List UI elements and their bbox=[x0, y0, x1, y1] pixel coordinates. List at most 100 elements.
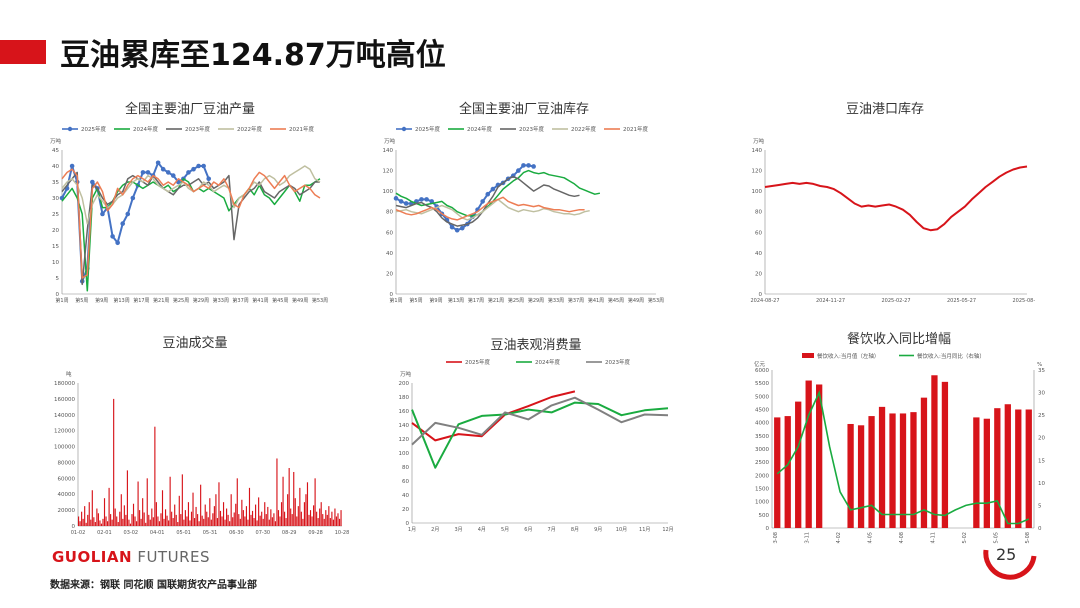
volume-bar bbox=[160, 513, 162, 526]
x-tick-label: 第13周 bbox=[113, 297, 129, 304]
y-left-tick-label: 1000 bbox=[755, 500, 769, 506]
y-tick-label: 20 bbox=[402, 507, 409, 513]
x-tick-label: 2025-08-27 bbox=[1012, 298, 1035, 304]
y-tick-label: 200 bbox=[399, 381, 410, 387]
volume-bar bbox=[313, 505, 315, 526]
volume-bar bbox=[233, 512, 235, 526]
y-tick-label: 100000 bbox=[54, 445, 75, 451]
catering-bar bbox=[847, 423, 854, 528]
x-tick-label: 第9周 bbox=[95, 297, 108, 304]
y-tick-label: 100 bbox=[752, 189, 763, 195]
chart-inventory-svg: 020406080100120140第1周 第5周 第9周 第13周 第17周 第21周第… bbox=[383, 125, 665, 304]
x-tick-label: 第33周 bbox=[213, 297, 229, 304]
data-point bbox=[110, 234, 115, 239]
catering-bar bbox=[983, 418, 990, 528]
volume-bar bbox=[332, 519, 334, 526]
volume-bar bbox=[338, 518, 341, 526]
series-line bbox=[395, 175, 580, 227]
unit-left-label: 亿元 bbox=[754, 360, 766, 368]
y-tick-label: 40000 bbox=[58, 492, 76, 498]
volume-bar bbox=[320, 502, 322, 526]
volume-bar bbox=[94, 522, 96, 526]
y-tick-label: 80 bbox=[755, 210, 762, 216]
volume-bar bbox=[206, 511, 208, 526]
yoy-line bbox=[776, 390, 1030, 525]
volume-bar bbox=[226, 508, 228, 526]
y-tick-label: 160 bbox=[399, 409, 410, 415]
x-tick-label: 第1周 bbox=[389, 297, 402, 304]
data-point bbox=[480, 199, 485, 204]
volume-bar bbox=[197, 514, 199, 526]
volume-bar bbox=[308, 514, 310, 526]
volume-bar bbox=[322, 514, 324, 526]
page-corner-arc bbox=[983, 549, 1037, 580]
x-tick-label: 10-28 bbox=[335, 530, 350, 536]
y-tick-label: 40 bbox=[386, 251, 393, 257]
series-line bbox=[61, 178, 321, 292]
volume-bar bbox=[78, 516, 80, 526]
chart-port: 豆油港口库存 0 20 40 60 80 100 120 140 2024-08-27 2024-… bbox=[735, 92, 1035, 314]
y-tick-label: 100 bbox=[383, 189, 394, 195]
x-tick-label: 第25周 bbox=[173, 297, 189, 304]
volume-bar bbox=[264, 502, 266, 526]
y-tick-label: 80 bbox=[402, 465, 409, 471]
volume-bar bbox=[132, 503, 135, 526]
volume-bar bbox=[151, 508, 153, 526]
logo-brand: GUOLIAN bbox=[52, 548, 133, 566]
x-tick-label: 第21周 bbox=[153, 297, 169, 304]
data-point bbox=[526, 163, 531, 168]
volume-bar bbox=[128, 519, 130, 526]
volume-bar bbox=[306, 482, 309, 526]
volume-bar bbox=[172, 518, 174, 526]
data-point bbox=[393, 196, 399, 201]
legend-label: 2025年度 bbox=[415, 125, 440, 133]
x-tick-label: 11月 bbox=[639, 527, 650, 533]
x-tick-label: 第5周 bbox=[75, 297, 88, 304]
catering-bar bbox=[774, 417, 781, 528]
volume-bar bbox=[218, 482, 220, 526]
y-tick-label: 140 bbox=[752, 148, 763, 154]
volume-bar bbox=[259, 515, 261, 526]
volume-bar bbox=[180, 514, 182, 526]
volume-bar bbox=[311, 516, 313, 526]
volume-bar bbox=[96, 508, 98, 526]
volume-bar bbox=[91, 490, 93, 526]
logo-word: FUTURES bbox=[137, 548, 210, 566]
legend-marker bbox=[67, 126, 73, 132]
y-left-tick-label: 1500 bbox=[755, 487, 769, 493]
data-point bbox=[90, 179, 95, 185]
volume-bar bbox=[183, 519, 185, 526]
volume-bar bbox=[329, 518, 331, 526]
y-tick-label: 10 bbox=[52, 260, 59, 266]
volume-bar bbox=[111, 519, 113, 526]
x-tick-label: 12月 bbox=[662, 527, 673, 533]
legend-label: 2022年度 bbox=[571, 125, 596, 133]
chart-title: 豆油港口库存 bbox=[845, 102, 924, 117]
y-right-tick-label: 0 bbox=[1038, 526, 1042, 532]
y-tick-label: 20 bbox=[52, 228, 59, 234]
legend-label: 2023年度 bbox=[185, 125, 210, 133]
x-tick-label: 第49周 bbox=[292, 297, 308, 304]
volume-bar bbox=[337, 513, 339, 526]
volume-bar bbox=[139, 510, 141, 526]
volume-bar bbox=[285, 518, 287, 526]
x-tick-label: 2025-05-27 bbox=[947, 298, 976, 304]
x-tick-label: 02-01 bbox=[97, 530, 112, 536]
volume-bar bbox=[279, 516, 281, 526]
data-point bbox=[449, 224, 455, 230]
volume-bar bbox=[209, 498, 211, 526]
volume-bar bbox=[299, 487, 301, 526]
legend-label: 2023年度 bbox=[519, 125, 544, 133]
volume-bar bbox=[284, 511, 286, 526]
y-tick-label: 80000 bbox=[58, 460, 76, 466]
legend-label: 2025年度 bbox=[465, 358, 490, 366]
volume-bar bbox=[90, 519, 92, 526]
volume-bar bbox=[245, 506, 248, 526]
series-line bbox=[411, 396, 669, 446]
volume-bar bbox=[189, 520, 191, 526]
volume-bar bbox=[334, 508, 336, 526]
x-tick-label: 第53周 bbox=[648, 297, 664, 304]
unit-right-label: % bbox=[1037, 362, 1042, 368]
data-point bbox=[140, 170, 146, 175]
volume-bar bbox=[108, 487, 110, 526]
